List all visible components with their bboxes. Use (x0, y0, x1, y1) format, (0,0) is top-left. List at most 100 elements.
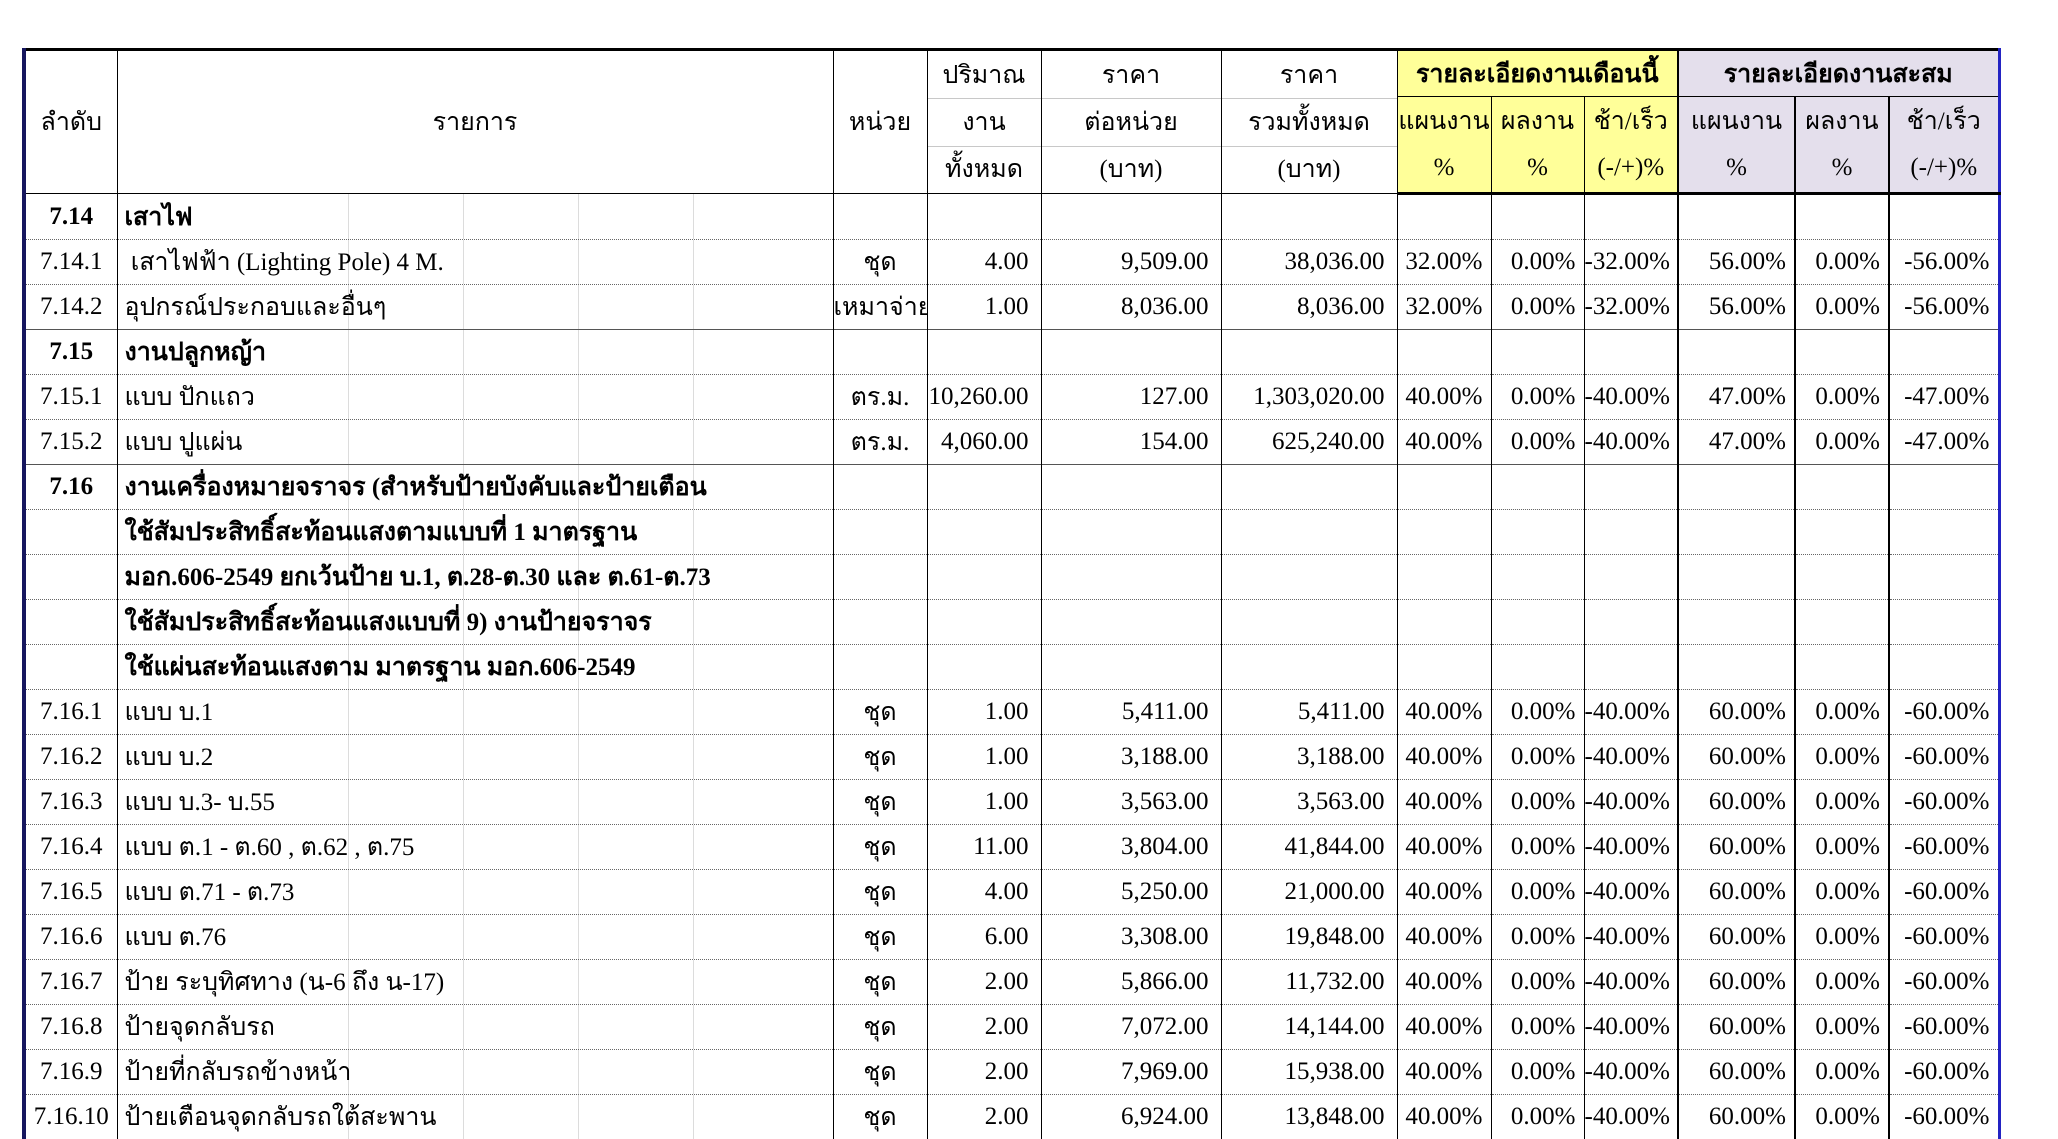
cell-total-price[interactable]: 38,036.00 (1221, 240, 1397, 285)
cell-item[interactable]: แบบ ปักแถว (117, 375, 833, 420)
cell-cumulative-plan[interactable] (1678, 510, 1795, 555)
cell-cumulative-delay[interactable] (1889, 645, 1999, 690)
cell-no[interactable]: 7.16.9 (24, 1050, 117, 1095)
cell-cumulative-plan[interactable]: 60.00% (1678, 1050, 1795, 1095)
cell-qty[interactable]: 10,260.00 (927, 375, 1041, 420)
cell-cumulative-delay[interactable] (1889, 555, 1999, 600)
cell-month-actual[interactable] (1491, 194, 1584, 240)
cell-cumulative-actual[interactable]: 0.00% (1795, 690, 1889, 735)
cell-cumulative-delay[interactable]: -60.00% (1889, 1005, 1999, 1050)
cell-cumulative-plan[interactable]: 60.00% (1678, 780, 1795, 825)
cell-unit-price[interactable]: 5,250.00 (1041, 870, 1221, 915)
cell-month-actual[interactable] (1491, 465, 1584, 510)
cell-no[interactable]: 7.16.3 (24, 780, 117, 825)
cell-month-plan[interactable]: 32.00% (1397, 240, 1491, 285)
cell-qty[interactable] (927, 510, 1041, 555)
cell-total-price[interactable]: 3,563.00 (1221, 780, 1397, 825)
cell-cumulative-actual[interactable]: 0.00% (1795, 825, 1889, 870)
cell-cumulative-actual[interactable] (1795, 600, 1889, 645)
cell-cumulative-actual[interactable]: 0.00% (1795, 780, 1889, 825)
cell-item[interactable]: แบบ ต.76 (117, 915, 833, 960)
cell-month-plan[interactable]: 40.00% (1397, 960, 1491, 1005)
header-no[interactable]: ลำดับ (24, 50, 117, 194)
cell-no[interactable]: 7.16.10 (24, 1095, 117, 1139)
cell-unit[interactable]: ตร.ม. (833, 375, 927, 420)
cell-cumulative-actual[interactable]: 0.00% (1795, 240, 1889, 285)
cell-item[interactable]: ใช้สัมประสิทธิ์สะท้อนแสงตามแบบที่ 1 มาตร… (117, 510, 833, 555)
cell-qty[interactable]: 11.00 (927, 825, 1041, 870)
cell-unit[interactable]: ชุด (833, 240, 927, 285)
cell-unit-price[interactable]: 6,924.00 (1041, 1095, 1221, 1139)
cell-month-actual[interactable] (1491, 555, 1584, 600)
cell-month-actual[interactable]: 0.00% (1491, 420, 1584, 465)
cell-month-plan[interactable] (1397, 330, 1491, 375)
cell-cumulative-actual[interactable] (1795, 555, 1889, 600)
cell-month-actual[interactable]: 0.00% (1491, 780, 1584, 825)
cell-qty[interactable]: 6.00 (927, 915, 1041, 960)
cell-cumulative-delay[interactable]: -47.00% (1889, 375, 1999, 420)
cell-month-delay[interactable]: -40.00% (1584, 825, 1678, 870)
cell-month-actual[interactable] (1491, 510, 1584, 555)
cell-cumulative-actual[interactable]: 0.00% (1795, 735, 1889, 780)
cell-unit-price[interactable]: 154.00 (1041, 420, 1221, 465)
cell-no[interactable] (24, 510, 117, 555)
cell-total-price[interactable]: 11,732.00 (1221, 960, 1397, 1005)
cell-total-price[interactable] (1221, 510, 1397, 555)
cell-month-plan[interactable]: 40.00% (1397, 375, 1491, 420)
cell-cumulative-plan[interactable]: 60.00% (1678, 915, 1795, 960)
cell-month-actual[interactable]: 0.00% (1491, 735, 1584, 780)
cell-qty[interactable]: 1.00 (927, 690, 1041, 735)
cell-qty[interactable]: 4.00 (927, 240, 1041, 285)
cell-item[interactable]: แบบ บ.2 (117, 735, 833, 780)
cell-item[interactable]: แบบ ต.1 - ต.60 , ต.62 , ต.75 (117, 825, 833, 870)
cell-no[interactable] (24, 645, 117, 690)
cell-month-plan[interactable]: 40.00% (1397, 690, 1491, 735)
cell-month-actual[interactable]: 0.00% (1491, 1005, 1584, 1050)
cell-no[interactable]: 7.16.5 (24, 870, 117, 915)
cell-cumulative-delay[interactable]: -60.00% (1889, 780, 1999, 825)
cell-month-actual[interactable]: 0.00% (1491, 1095, 1584, 1139)
cell-cumulative-actual[interactable]: 0.00% (1795, 915, 1889, 960)
cell-item[interactable]: งานเครื่องหมายจราจร (สำหรับป้ายบังคับและ… (117, 465, 833, 510)
cell-unit-price[interactable] (1041, 330, 1221, 375)
cell-month-delay[interactable]: -40.00% (1584, 735, 1678, 780)
cell-month-delay[interactable]: -40.00% (1584, 960, 1678, 1005)
cell-cumulative-delay[interactable] (1889, 194, 1999, 240)
cell-cumulative-plan[interactable] (1678, 194, 1795, 240)
cell-cumulative-plan[interactable]: 47.00% (1678, 375, 1795, 420)
cell-unit-price[interactable] (1041, 555, 1221, 600)
cell-month-actual[interactable] (1491, 330, 1584, 375)
cell-month-actual[interactable]: 0.00% (1491, 285, 1584, 330)
cell-unit[interactable]: ชุด (833, 960, 927, 1005)
cell-no[interactable]: 7.14.2 (24, 285, 117, 330)
header-cumulative-delay[interactable]: ช้า/เร็ว (-/+)% (1889, 97, 1999, 194)
cell-qty[interactable] (927, 330, 1041, 375)
cell-qty[interactable]: 1.00 (927, 735, 1041, 780)
cell-total-price[interactable]: 13,848.00 (1221, 1095, 1397, 1139)
cell-unit[interactable]: ชุด (833, 915, 927, 960)
cell-unit-price[interactable]: 3,188.00 (1041, 735, 1221, 780)
cell-month-plan[interactable]: 40.00% (1397, 825, 1491, 870)
cell-total-price[interactable] (1221, 194, 1397, 240)
cell-unit[interactable] (833, 194, 927, 240)
cell-month-plan[interactable]: 32.00% (1397, 285, 1491, 330)
cell-month-plan[interactable]: 40.00% (1397, 870, 1491, 915)
cell-cumulative-actual[interactable] (1795, 510, 1889, 555)
cell-cumulative-delay[interactable]: -60.00% (1889, 690, 1999, 735)
cell-total-price[interactable] (1221, 555, 1397, 600)
cell-cumulative-plan[interactable]: 60.00% (1678, 1095, 1795, 1139)
cell-unit-price[interactable] (1041, 465, 1221, 510)
cell-qty[interactable]: 2.00 (927, 1095, 1041, 1139)
cell-month-plan[interactable] (1397, 465, 1491, 510)
cell-total-price[interactable]: 15,938.00 (1221, 1050, 1397, 1095)
cell-unit[interactable]: ชุด (833, 825, 927, 870)
cell-cumulative-actual[interactable]: 0.00% (1795, 1050, 1889, 1095)
header-month-delay[interactable]: ช้า/เร็ว (-/+)% (1584, 97, 1678, 194)
cell-no[interactable]: 7.14 (24, 194, 117, 240)
cell-unit-price[interactable]: 127.00 (1041, 375, 1221, 420)
cell-unit-price[interactable] (1041, 510, 1221, 555)
cell-qty[interactable]: 4.00 (927, 870, 1041, 915)
cell-month-delay[interactable]: -40.00% (1584, 1095, 1678, 1139)
cell-month-delay[interactable]: -40.00% (1584, 915, 1678, 960)
cell-no[interactable]: 7.14.1 (24, 240, 117, 285)
